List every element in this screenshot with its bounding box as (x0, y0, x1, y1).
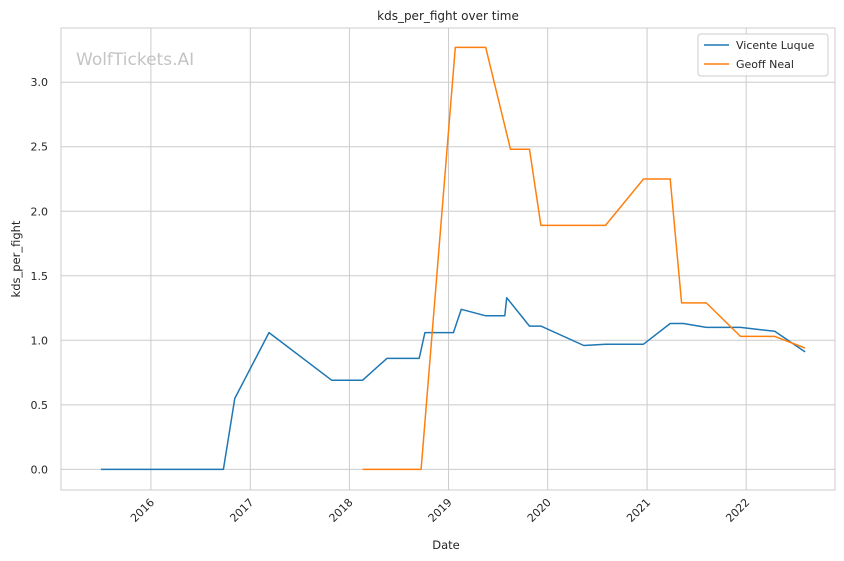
legend-box (697, 33, 829, 77)
x-tick-label: 2019 (426, 496, 455, 525)
y-tick-label: 0.5 (31, 399, 49, 412)
watermark: WolfTickets.AI (76, 50, 194, 70)
legend-label-vicente-luque: Vicente Luque (736, 39, 815, 52)
y-tick-label: 2.5 (31, 141, 49, 154)
x-tick-label: 2016 (128, 496, 157, 525)
legend: Vicente Luque Geoff Neal (697, 33, 829, 77)
chart-title: kds_per_fight over time (377, 9, 519, 23)
x-tick-label: 2021 (624, 496, 653, 525)
y-tick-label: 0.0 (31, 463, 49, 476)
y-axis-label: kds_per_fight (9, 220, 23, 297)
x-axis-label: Date (432, 538, 460, 552)
x-tick-label: 2017 (227, 496, 256, 525)
y-tick-label: 1.5 (31, 270, 49, 283)
legend-label-geoff-neal: Geoff Neal (736, 58, 794, 71)
plot-frame (60, 27, 836, 491)
x-tick-label: 2022 (723, 496, 752, 525)
series-line-geoff-neal (362, 46, 806, 471)
plot-background (61, 28, 835, 490)
series-line-vicente-luque (100, 296, 806, 471)
x-tick-label: 2018 (327, 496, 356, 525)
x-tick-label: 2020 (525, 496, 554, 525)
series-lines (100, 46, 806, 471)
y-tick-label: 3.0 (31, 76, 49, 89)
y-tick-label: 1.0 (31, 334, 49, 347)
y-tick-label: 2.0 (31, 205, 49, 218)
